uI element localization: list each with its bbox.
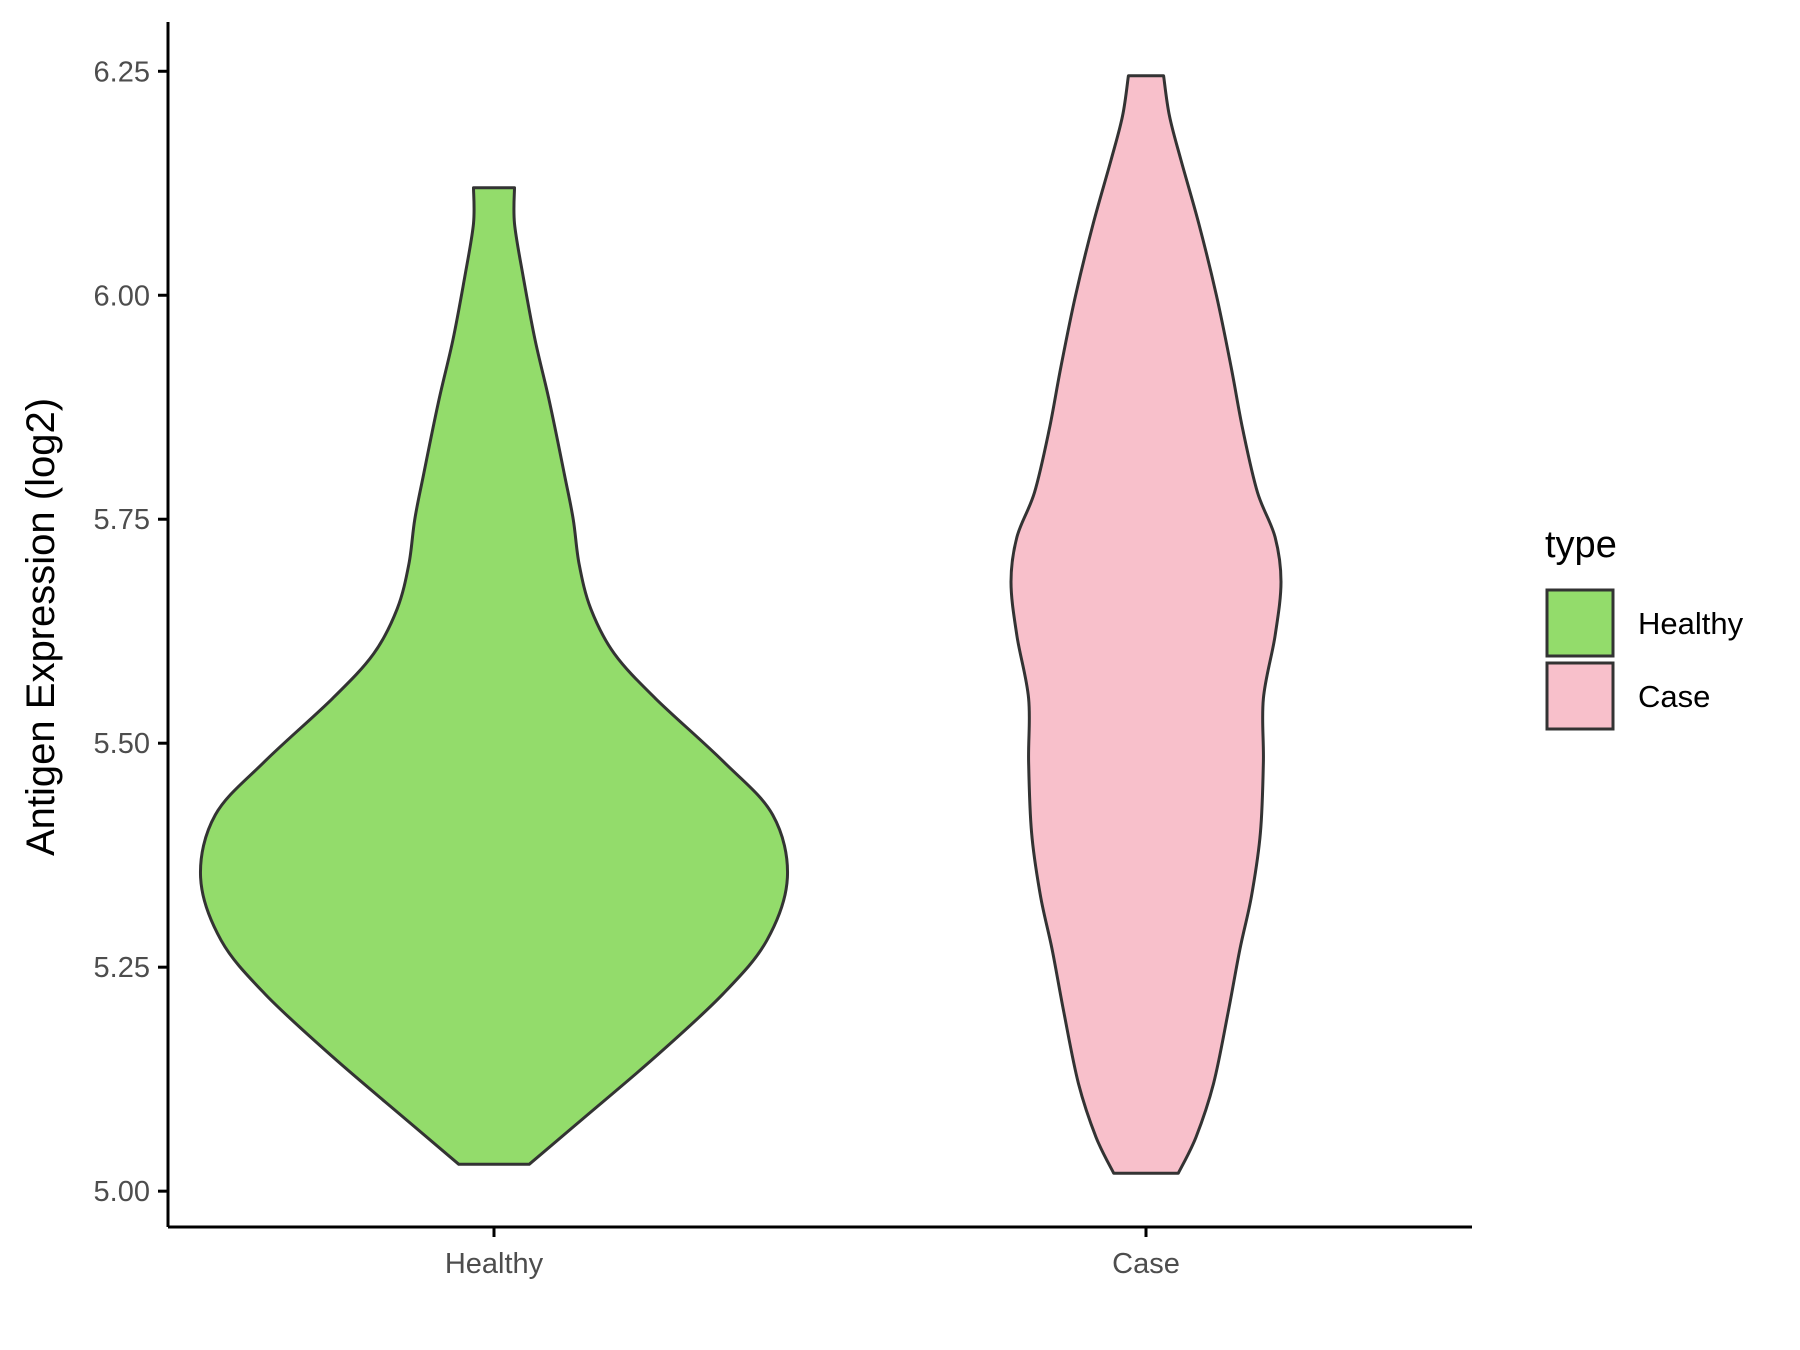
x-tick-label: Case [1112,1248,1180,1280]
violins-layer [198,74,1283,1175]
legend-title: type [1545,524,1617,566]
y-tick-label: 6.00 [94,280,150,312]
legend: type Healthy Case [1545,524,1744,731]
legend-swatch-healthy [1545,588,1615,658]
y-tick-label: 5.00 [94,1176,150,1208]
y-axis-ticks: 5.00 5.25 5.50 5.75 6.00 6.25 [94,56,168,1208]
x-tick-label: Healthy [445,1248,544,1280]
x-axis-ticks: Healthy Case [445,1227,1180,1280]
y-tick-label: 5.50 [94,728,150,760]
violin-case [1009,74,1283,1175]
legend-label-healthy: Healthy [1638,606,1744,641]
y-tick-label: 6.25 [94,56,150,88]
legend-entries: Healthy Case [1545,588,1744,731]
y-tick-label: 5.75 [94,504,150,536]
violin-healthy [198,186,790,1166]
legend-swatch-case [1545,661,1615,731]
legend-label-case: Case [1638,679,1710,714]
y-tick-label: 5.25 [94,952,150,984]
y-axis-title: Antigen Expression (log2) [19,398,63,856]
